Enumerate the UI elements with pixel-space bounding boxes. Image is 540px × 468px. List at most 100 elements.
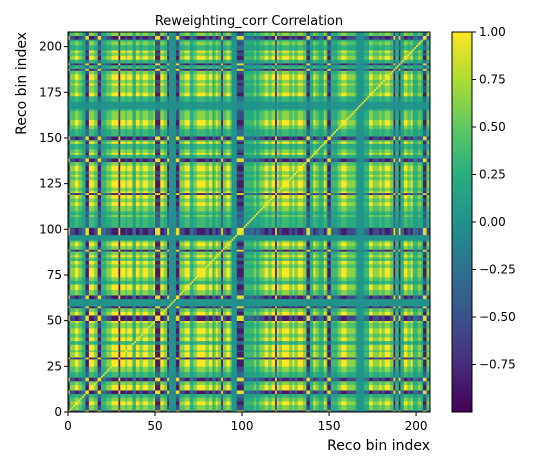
heatmap-cell (242, 401, 245, 404)
heatmap-cell (69, 399, 72, 402)
heatmap-cell (88, 410, 91, 413)
heatmap-cell (125, 410, 128, 413)
heatmap-cell (165, 406, 168, 409)
heatmap-cell (132, 399, 135, 402)
heatmap-cell (262, 397, 266, 400)
heatmap-cell (200, 408, 203, 411)
heatmap-cell (214, 401, 217, 404)
heatmap-cell (325, 399, 328, 402)
heatmap-cell (73, 402, 76, 406)
heatmap-cell (346, 410, 349, 413)
heatmap-cell (177, 397, 180, 400)
heatmap-cell (109, 401, 112, 404)
heatmap-cell (113, 395, 116, 398)
heatmap-cell (302, 402, 306, 406)
heatmap-cell (111, 395, 114, 398)
heatmap-cell (259, 402, 262, 406)
heatmap-cell (370, 397, 373, 400)
heatmap-cell (90, 395, 93, 398)
heatmap-cell (356, 397, 359, 400)
heatmap-cell (236, 402, 239, 406)
heatmap-cell (280, 406, 283, 409)
heatmap-cell (177, 410, 180, 413)
heatmap-cell (349, 401, 353, 404)
heatmap-cell (337, 401, 340, 404)
heatmap-cell (348, 402, 351, 406)
heatmap-cell (137, 406, 140, 409)
heatmap-cell (391, 397, 394, 400)
heatmap-cell (358, 404, 361, 407)
heatmap-cell (400, 402, 403, 406)
heatmap-cell (181, 404, 184, 407)
heatmap-cell (69, 395, 72, 398)
heatmap-cell (116, 410, 119, 413)
heatmap-cell (386, 397, 389, 400)
heatmap-cell (87, 399, 90, 402)
heatmap-cell (369, 406, 372, 409)
heatmap-cell (99, 402, 102, 406)
heatmap-cell (193, 410, 196, 413)
heatmap-cell (134, 397, 137, 400)
heatmap-cell (231, 408, 234, 411)
heatmap-cell (130, 397, 133, 400)
heatmap-cell (130, 401, 133, 404)
heatmap-cell (410, 408, 413, 411)
heatmap-cell (247, 402, 250, 406)
heatmap-cell (320, 406, 323, 409)
heatmap-cell (400, 404, 403, 407)
heatmap-cell (393, 401, 396, 404)
heatmap-cell (85, 397, 88, 400)
heatmap-cell (292, 410, 295, 413)
heatmap-cell (130, 395, 133, 398)
heatmap-cell (195, 397, 198, 400)
heatmap-cell (362, 397, 365, 400)
heatmap-cell (348, 408, 351, 411)
heatmap-cell (280, 401, 283, 404)
heatmap-cell (247, 399, 250, 402)
heatmap-cell (177, 404, 180, 407)
heatmap-cell (262, 402, 266, 406)
heatmap-cell (128, 401, 132, 404)
heatmap-cell (297, 404, 300, 407)
heatmap-cell (323, 406, 326, 409)
heatmap-cell (229, 402, 232, 406)
heatmap-cell (146, 406, 149, 409)
heatmap-cell (322, 410, 325, 413)
heatmap-cell (349, 397, 353, 400)
heatmap-cell (402, 408, 405, 411)
heatmap-cell (355, 397, 358, 400)
heatmap-cell (90, 401, 93, 404)
heatmap-cell (269, 410, 272, 413)
heatmap-cell (235, 395, 238, 398)
heatmap-cell (290, 401, 293, 404)
heatmap-cell (271, 397, 274, 400)
heatmap-cell (383, 397, 386, 400)
heatmap-cell (356, 410, 359, 413)
heatmap-cell (200, 397, 203, 400)
heatmap-cell (414, 404, 417, 407)
heatmap-cell (247, 408, 250, 411)
heatmap-cell (208, 395, 212, 398)
heatmap-cell (275, 410, 278, 413)
heatmap-cell (419, 402, 422, 406)
heatmap-cell (80, 404, 83, 407)
heatmap-cell (329, 410, 332, 413)
heatmap-cell (344, 397, 347, 400)
heatmap-cell (409, 397, 412, 400)
heatmap-cell (255, 401, 259, 404)
heatmap-cell (224, 401, 227, 404)
heatmap-cell (158, 402, 161, 406)
heatmap-cell (327, 406, 330, 409)
heatmap-cell (309, 404, 313, 407)
heatmap-cell (128, 410, 132, 413)
heatmap-cell (222, 402, 225, 406)
heatmap-cell (287, 408, 290, 411)
heatmap-cell (242, 404, 245, 407)
heatmap-cell (235, 404, 238, 407)
heatmap-cell (301, 402, 304, 406)
heatmap-cell (261, 410, 264, 413)
heatmap-cell (252, 404, 255, 407)
heatmap-cell (393, 404, 396, 407)
heatmap-cell (235, 402, 238, 406)
heatmap-cell (398, 410, 401, 413)
